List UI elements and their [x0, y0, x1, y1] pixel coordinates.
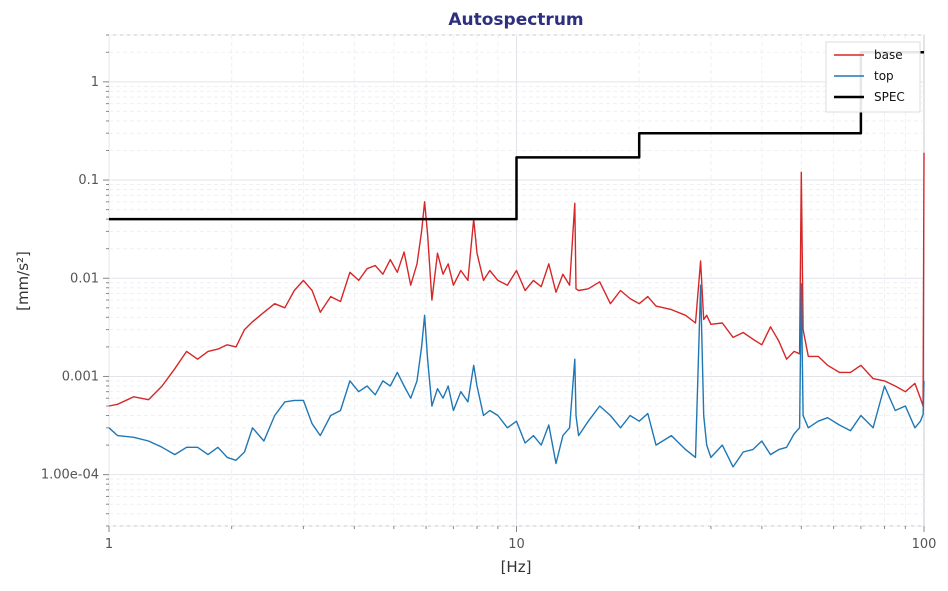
legend-label-spec: SPEC — [874, 90, 905, 104]
x-tick-label: 10 — [508, 537, 525, 552]
y-axis-label: [mm/s²] — [14, 251, 32, 311]
legend-label-base: base — [874, 48, 903, 62]
y-tick-label: 0.1 — [78, 173, 99, 188]
legend: base top SPEC — [825, 41, 921, 113]
series-line-base — [108, 152, 925, 407]
y-tick-label: 1 — [91, 75, 99, 90]
x-tick-label: 1 — [105, 537, 113, 552]
y-tick-label: 0.01 — [70, 271, 99, 286]
x-axis-ticks: 1 10 100 — [105, 526, 937, 552]
chart-title: Autospectrum — [448, 10, 583, 30]
y-axis-ticks: 1.00e-04 0.001 0.01 0.1 1 — [41, 34, 109, 527]
y-tick-label: 1.00e-04 — [41, 468, 99, 483]
x-tick-label: 100 — [912, 537, 937, 552]
legend-box — [825, 41, 921, 113]
series-line-top — [108, 283, 925, 468]
legend-label-top: top — [874, 69, 894, 83]
y-tick-label: 0.001 — [62, 369, 99, 384]
x-axis-label: [Hz] — [501, 558, 532, 576]
grid-lines — [108, 34, 924, 527]
